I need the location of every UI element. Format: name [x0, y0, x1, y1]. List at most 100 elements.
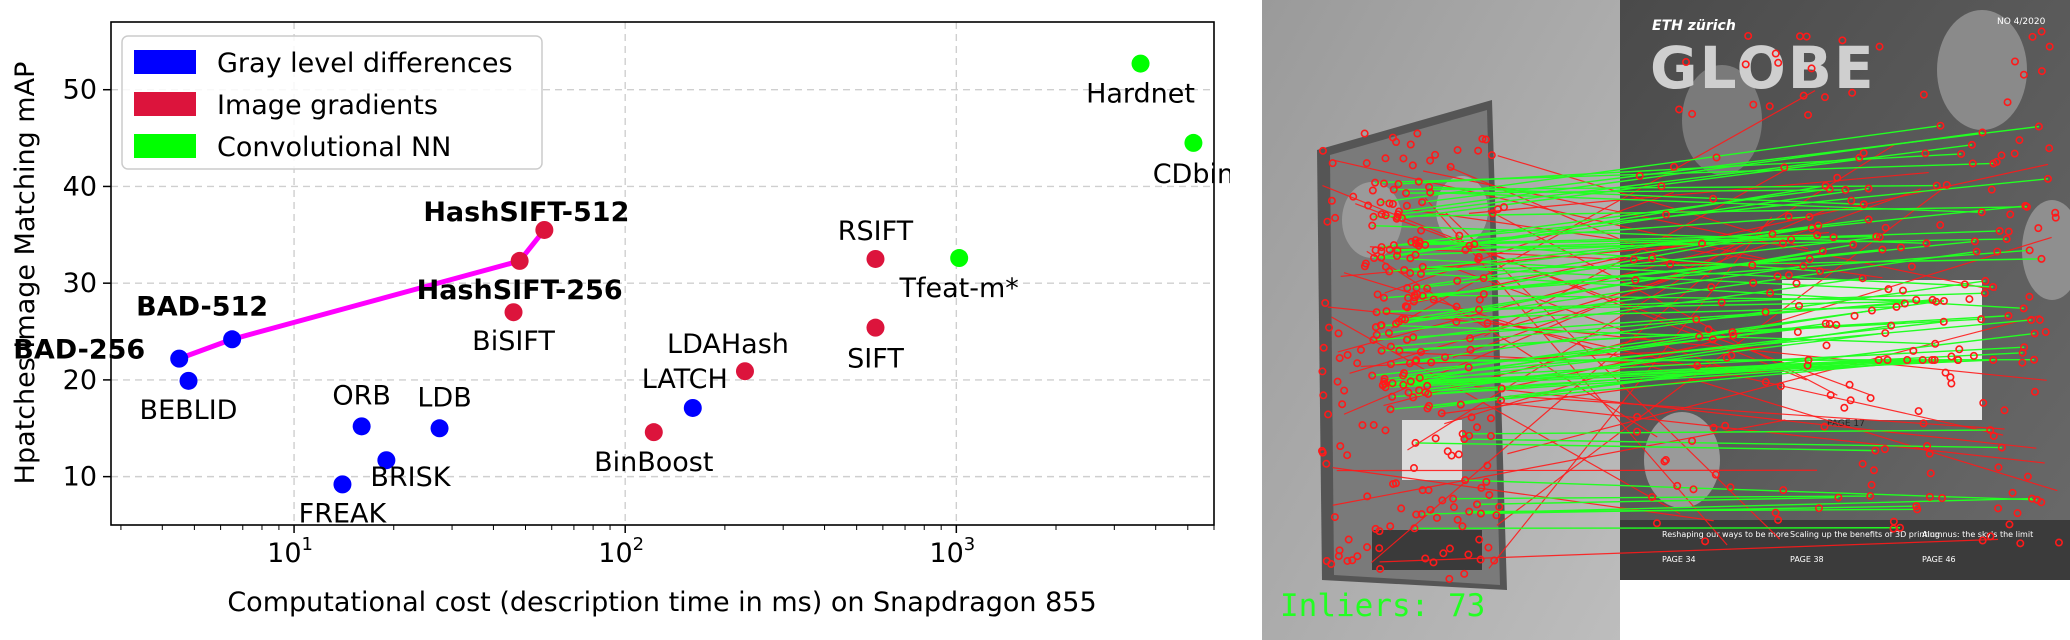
- keypoint-marker: [2045, 144, 2054, 153]
- inlier-keypoint: [1368, 221, 1377, 230]
- inlier-match-line: [1419, 346, 2025, 379]
- inlier-keypoint: [1378, 381, 1387, 390]
- inlier-keypoint: [2028, 494, 2037, 503]
- keypoint-marker: [1820, 93, 1829, 102]
- keypoint-marker: [1682, 58, 1691, 67]
- label-tfeat-m: Tfeat-m*: [899, 273, 1019, 304]
- inlier-match-line: [1414, 527, 1901, 530]
- point-freak: [333, 475, 352, 494]
- inlier-keypoint: [1421, 388, 1430, 397]
- keypoint-marker: [2004, 227, 2013, 236]
- keypoint-marker: [1698, 239, 1707, 248]
- inlier-keypoint: [1936, 121, 1945, 130]
- keypoint-marker: [1889, 517, 1898, 526]
- point-rsift: [866, 249, 885, 268]
- inlier-match-line: [1401, 306, 1897, 320]
- keypoint-marker: [1708, 335, 1717, 344]
- inlier-match-line: [1413, 224, 1819, 303]
- keypoint-marker: [1492, 511, 1501, 520]
- keypoint-marker: [1474, 305, 1483, 314]
- keypoint-marker: [1467, 413, 1476, 422]
- inlier-keypoint: [1995, 226, 2004, 235]
- keypoint-marker: [1335, 354, 1344, 363]
- legend-label-cnn: Convolutional NN: [217, 132, 451, 163]
- keypoint-marker: [2037, 67, 2046, 76]
- keypoint-marker: [1909, 346, 1918, 355]
- keypoint-marker: [1437, 409, 1446, 418]
- inlier-keypoint: [1403, 284, 1412, 293]
- inlier-keypoint: [1858, 274, 1867, 283]
- keypoint-marker: [1784, 271, 1793, 280]
- keypoint-marker: [1344, 535, 1353, 544]
- keypoint-marker: [1485, 490, 1494, 499]
- keypoint-marker: [1323, 217, 1332, 226]
- inlier-keypoint: [1401, 315, 1410, 324]
- keypoint-marker: [1635, 171, 1644, 180]
- inlier-keypoint: [2043, 174, 2052, 183]
- keypoint-marker: [1675, 105, 1684, 114]
- keypoint-marker: [1361, 259, 1370, 268]
- inlier-keypoint: [1418, 198, 1427, 207]
- keypoint-marker: [1805, 255, 1814, 264]
- keypoint-marker: [1488, 209, 1497, 218]
- outlier-match-line: [1332, 467, 1714, 522]
- keypoint-marker: [1486, 414, 1495, 423]
- keypoint-marker: [1476, 555, 1485, 564]
- keypoint-marker: [1969, 351, 1978, 360]
- keypoint-marker: [1688, 436, 1697, 445]
- keypoint-marker: [1847, 196, 1856, 205]
- keypoint-marker: [1633, 412, 1642, 421]
- keypoint-marker: [2034, 224, 2043, 233]
- keypoint-marker: [1324, 410, 1333, 419]
- keypoint-marker: [1413, 129, 1422, 138]
- label-bisift: BiSIFT: [472, 326, 555, 357]
- keypoint-marker: [1423, 284, 1432, 293]
- keypoint-marker: [1401, 302, 1410, 311]
- keypoint-marker: [1439, 549, 1448, 558]
- keypoint-marker: [1464, 363, 1473, 372]
- keypoint-marker: [1784, 212, 1793, 221]
- inlier-match-line: [1419, 216, 1810, 245]
- keypoint-marker: [1426, 505, 1435, 514]
- inlier-match-line: [1416, 236, 1880, 289]
- legend: Gray level differences Image gradients C…: [121, 35, 543, 170]
- inlier-keypoint: [1410, 524, 1419, 533]
- inlier-keypoint: [1913, 505, 1922, 514]
- keypoint-marker: [2000, 406, 2009, 415]
- keypoint-marker: [1631, 276, 1640, 285]
- keypoint-marker: [1707, 283, 1716, 292]
- y-tick-label: 40: [63, 171, 97, 202]
- magazine-caption-3: Alumnus: the sky's the limit: [1922, 530, 2033, 539]
- point-hardnet: [1131, 54, 1150, 73]
- keypoint-marker: [1994, 463, 2003, 472]
- keypoint-marker: [1657, 182, 1666, 191]
- inlier-match-line: [1422, 266, 1889, 290]
- inlier-keypoint: [1896, 523, 1905, 532]
- inlier-match-line: [1396, 144, 1973, 220]
- point-brisk: [377, 451, 396, 470]
- outlier-match-line: [1468, 171, 1929, 214]
- keypoint-marker: [1701, 537, 1710, 546]
- inlier-keypoint: [1393, 251, 1402, 260]
- keypoint-marker: [1497, 384, 1506, 393]
- keypoint-marker: [1376, 564, 1385, 573]
- keypoint-marker: [1377, 210, 1386, 219]
- keypoint-marker: [1859, 148, 1868, 157]
- matching-photo: ETH zürich GLOBE NO 4/2020 PAGE 17 Resha…: [1262, 0, 2070, 640]
- inlier-keypoint: [2020, 343, 2029, 352]
- inlier-keypoint: [1388, 392, 1397, 401]
- keypoint-marker: [2019, 70, 2028, 79]
- keypoint-marker: [2037, 27, 2046, 36]
- keypoint-marker: [1695, 332, 1704, 341]
- keypoint-marker: [1330, 513, 1339, 522]
- outlier-match-line: [1509, 395, 2005, 430]
- inlier-keypoint: [1864, 184, 1873, 193]
- inlier-keypoint: [1855, 153, 1864, 162]
- inlier-keypoint: [1981, 276, 1990, 285]
- inlier-match-line: [1465, 479, 2038, 501]
- legend-box: [121, 35, 543, 170]
- inlier-keypoint: [1931, 339, 1940, 348]
- keypoint-marker: [1414, 177, 1423, 186]
- inlier-keypoint: [1834, 493, 1843, 502]
- keypoint-marker: [1629, 255, 1638, 264]
